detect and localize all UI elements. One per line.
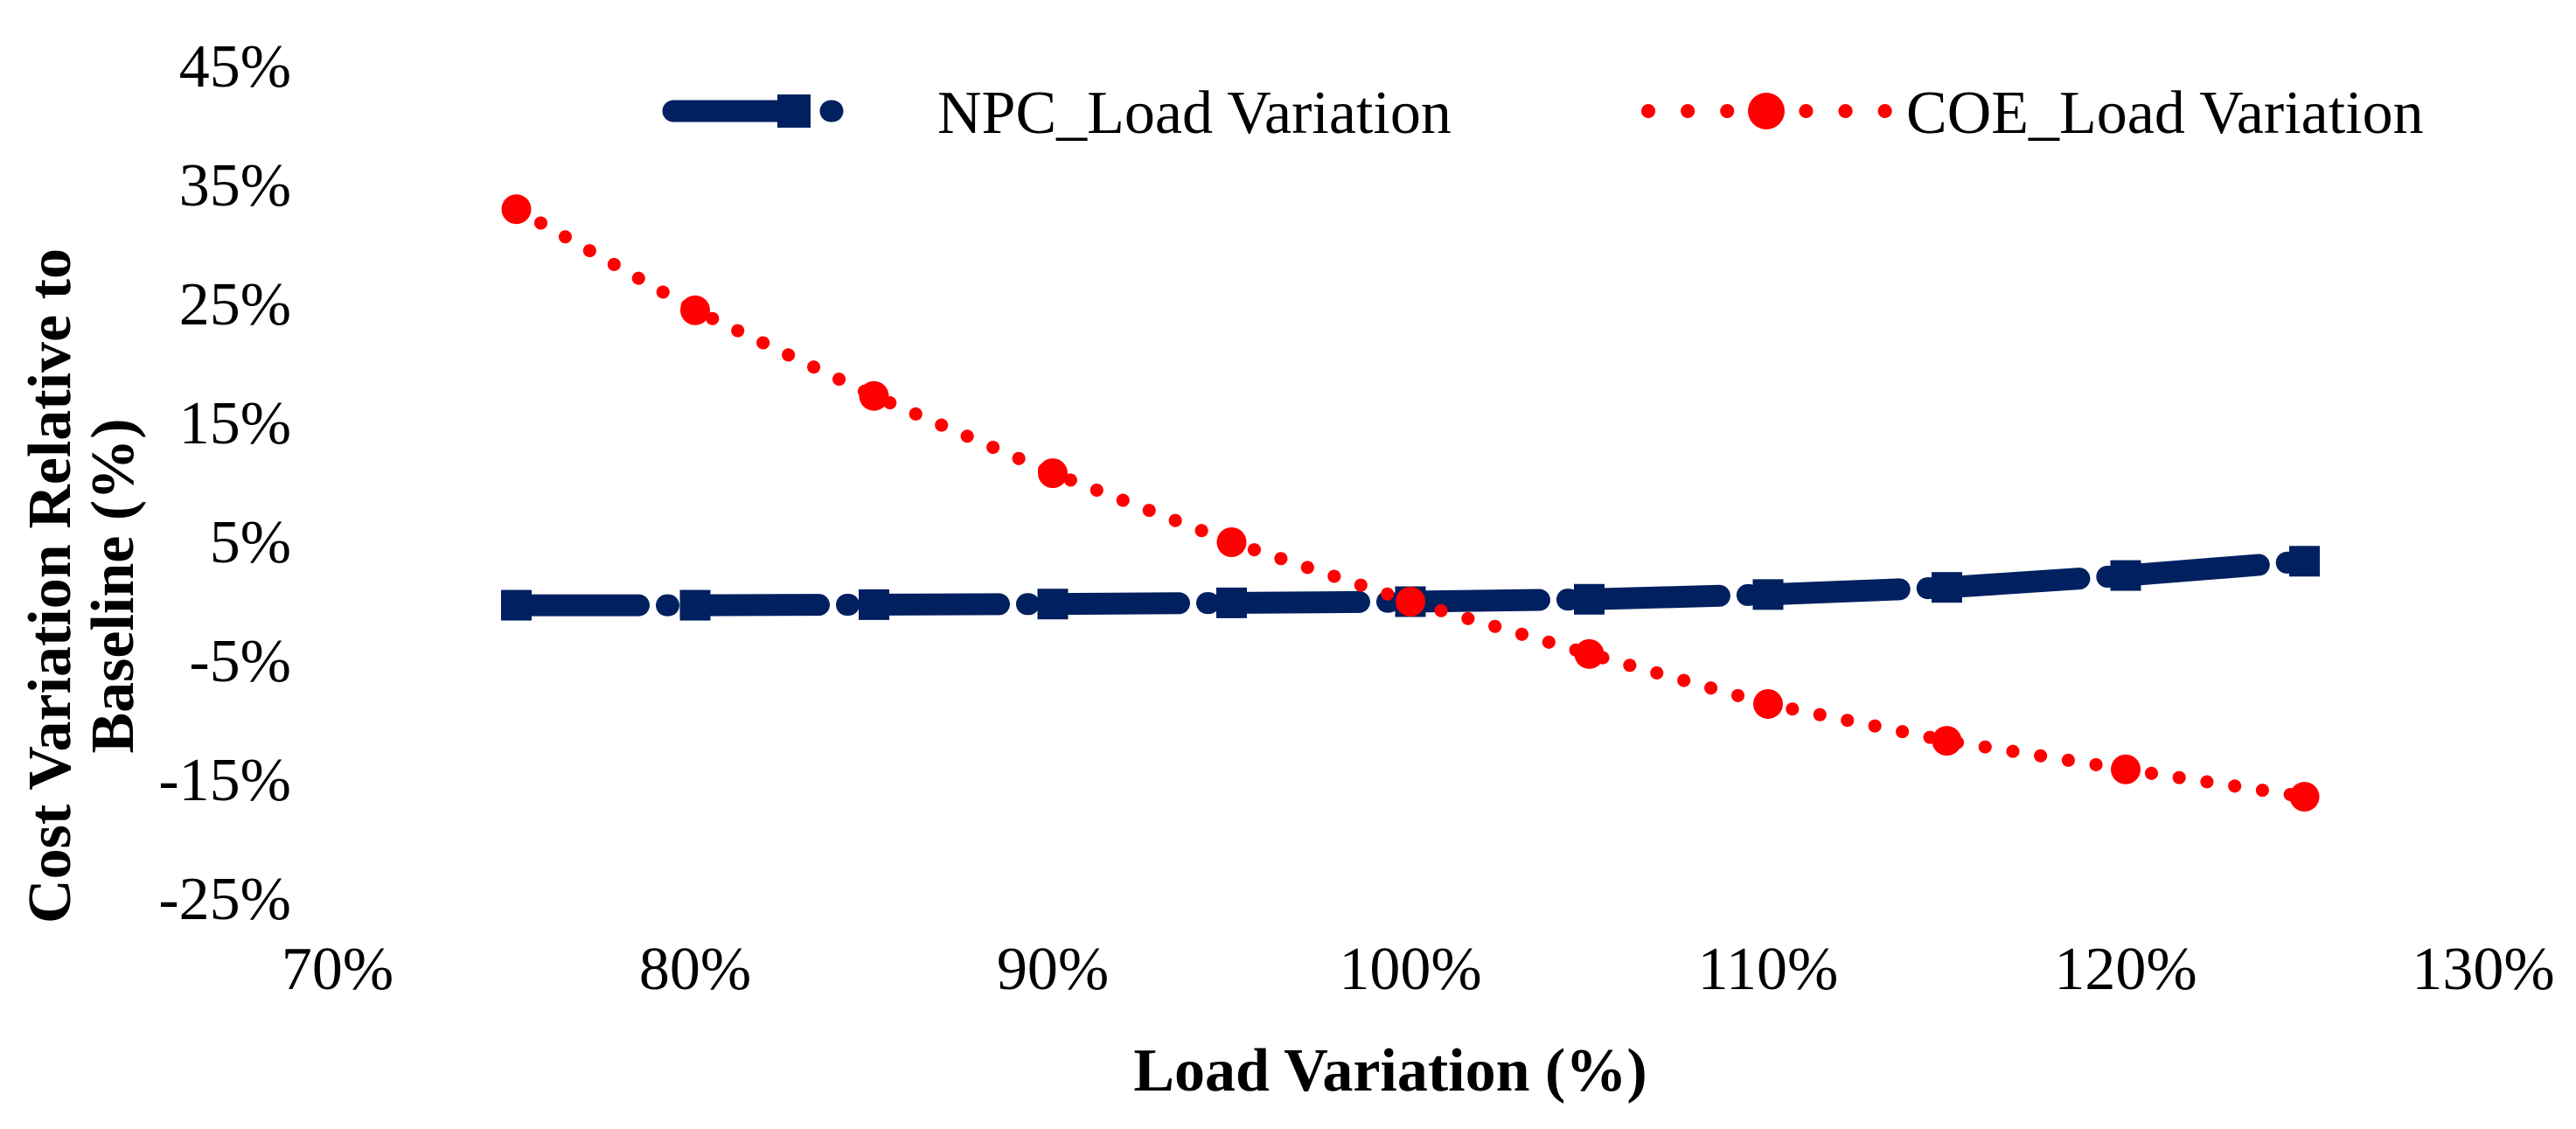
- coe-data-point-circle: [680, 295, 710, 325]
- x-tick-label: 90%: [997, 936, 1109, 1003]
- y-axis-title-line1: Cost Variation Relative to: [17, 248, 84, 923]
- x-tick-label: 110%: [1698, 936, 1839, 1003]
- x-tick-label: 100%: [1339, 936, 1481, 1003]
- coe-data-point-circle: [2289, 782, 2320, 812]
- npc-data-point-square: [1932, 572, 1962, 603]
- y-axis-tick-labels: 45% 35% 25% 15% 5% -5% -15% -25%: [158, 33, 291, 933]
- coe-data-point-circle: [1574, 638, 1605, 669]
- npc-data-point-square: [1037, 589, 1069, 620]
- x-axis-tick-labels: 70% 80% 90% 100% 110% 120% 130%: [282, 936, 2555, 1003]
- npc-legend-square-marker-icon: [777, 94, 811, 128]
- coe-data-point-circle: [1216, 527, 1247, 557]
- legend: NPC_Load Variation COE_Load Variation: [662, 80, 2424, 147]
- y-tick-label: 35%: [179, 152, 291, 220]
- npc-data-point-square: [1752, 579, 1784, 610]
- coe-data-point-circle: [501, 194, 532, 225]
- x-tick-label: 70%: [282, 936, 393, 1003]
- y-axis-title: Cost Variation Relative to Baseline (%): [17, 248, 147, 923]
- y-tick-label: 5%: [210, 509, 291, 576]
- y-tick-label: 25%: [179, 271, 291, 338]
- x-tick-label: 120%: [2054, 936, 2197, 1003]
- coe-data-point-circle: [859, 380, 889, 411]
- legend-item-npc: NPC_Load Variation: [662, 80, 1452, 147]
- legend-item-coe: COE_Load Variation: [1641, 80, 2424, 147]
- plot-area: [501, 194, 2320, 812]
- npc-data-point-square: [859, 589, 889, 620]
- npc-data-point-square: [2110, 560, 2141, 591]
- npc-data-point-square: [501, 589, 532, 621]
- y-tick-label: -5%: [189, 628, 291, 695]
- coe-series-line: [510, 202, 2311, 804]
- y-tick-label: 15%: [179, 390, 291, 457]
- x-tick-label: 80%: [639, 936, 751, 1003]
- x-tick-label: 130%: [2412, 936, 2554, 1003]
- npc-data-point-square: [1216, 587, 1247, 618]
- legend-label-npc: NPC_Load Variation: [937, 80, 1452, 147]
- y-tick-label: -25%: [158, 866, 291, 933]
- npc-data-point-square: [679, 589, 711, 621]
- x-axis-title: Load Variation (%): [1133, 1037, 1647, 1105]
- coe-data-point-circle: [1753, 688, 1783, 719]
- npc-data-point-square: [2289, 546, 2320, 577]
- legend-label-coe: COE_Load Variation: [1906, 80, 2424, 147]
- y-axis-title-line2: Baseline (%): [80, 418, 147, 753]
- coe-data-point-circle: [2111, 754, 2141, 784]
- coe-data-point-circle: [1396, 587, 1425, 617]
- coe-data-point-circle: [1038, 458, 1068, 489]
- npc-data-point-square: [1574, 583, 1605, 615]
- y-tick-label: -15%: [158, 747, 291, 814]
- coe-legend-circle-marker-icon: [1748, 93, 1785, 129]
- y-tick-label: 45%: [179, 33, 291, 101]
- coe-data-point-circle: [1932, 726, 1962, 756]
